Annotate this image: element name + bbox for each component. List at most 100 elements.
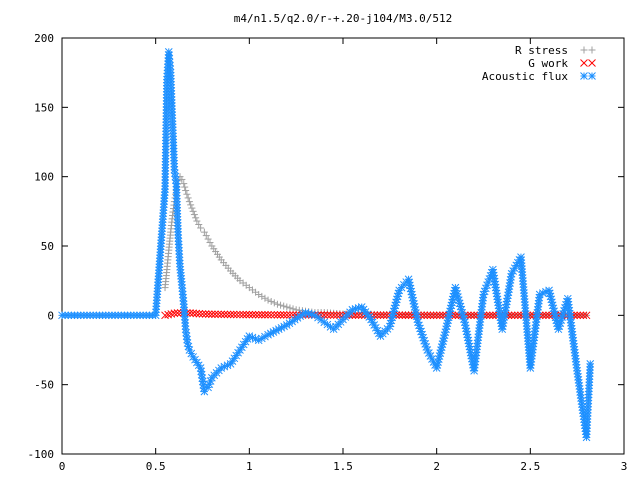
data-point-interp — [211, 310, 219, 319]
data-point-interp — [379, 311, 388, 320]
data-point-interp — [190, 211, 198, 219]
x-tick-label: 3 — [621, 460, 628, 473]
data-point — [198, 310, 207, 318]
data-point — [200, 387, 209, 396]
data-point-interp — [242, 310, 251, 319]
data-point-interp — [507, 272, 515, 281]
data-point-interp — [183, 190, 191, 198]
data-point — [178, 175, 186, 183]
data-point — [507, 311, 516, 320]
legend-marker — [588, 59, 596, 67]
data-point-interp — [418, 330, 426, 339]
data-point-interp — [542, 311, 550, 320]
data-point — [189, 207, 197, 215]
data-point-interp — [404, 311, 413, 320]
data-point-interp — [197, 370, 206, 379]
data-point-interp — [280, 302, 288, 310]
data-point-interp — [202, 232, 210, 240]
data-point-interp — [410, 299, 418, 308]
data-point-interp — [273, 310, 282, 319]
data-point-interp — [254, 310, 263, 319]
data-point-interp — [261, 310, 269, 319]
data-point-interp — [509, 267, 518, 275]
data-point — [264, 310, 272, 319]
data-point-interp — [510, 311, 519, 320]
data-point — [245, 310, 254, 319]
data-point — [193, 217, 201, 225]
data-point-interp — [323, 311, 332, 319]
data-point-interp — [289, 311, 297, 319]
data-point-interp — [270, 299, 278, 307]
data-point-interp — [270, 310, 279, 319]
data-point — [185, 198, 193, 206]
data-point-interp — [188, 204, 196, 212]
data-point-interp — [467, 311, 475, 320]
data-point-interp — [258, 292, 266, 300]
data-point — [395, 311, 404, 320]
data-point-interp — [429, 311, 438, 320]
legend-marker — [588, 46, 596, 54]
data-point-interp — [229, 310, 238, 319]
x-tick-label: 1 — [246, 460, 253, 473]
data-point-interp — [192, 309, 201, 318]
y-tick-label: 150 — [34, 101, 54, 114]
data-point-interp — [184, 194, 192, 202]
x-tick-label: 0.5 — [146, 460, 166, 473]
y-tick-label: 100 — [34, 171, 54, 184]
data-point-interp — [435, 311, 444, 320]
data-point-interp — [576, 311, 585, 320]
data-point-interp — [201, 310, 210, 318]
data-point-interp — [279, 311, 288, 319]
data-point-interp — [173, 309, 182, 317]
data-point-interp — [485, 311, 494, 320]
data-point-interp — [426, 311, 435, 320]
data-point-interp — [195, 221, 203, 229]
data-point — [226, 310, 235, 319]
data-point-interp — [370, 311, 379, 320]
data-point — [376, 311, 385, 320]
data-point-interp — [220, 310, 229, 319]
data-point — [282, 311, 291, 319]
x-tick-label: 1.5 — [333, 460, 353, 473]
data-point-interp — [192, 214, 200, 222]
data-point-interp — [195, 309, 204, 318]
data-point-interp — [217, 310, 226, 319]
data-point-interp — [461, 321, 470, 330]
data-point-interp — [547, 295, 556, 304]
series-acoustic-flux — [58, 48, 595, 442]
data-point — [197, 224, 205, 232]
data-point-interp — [223, 310, 232, 319]
plot-frame — [61, 37, 625, 455]
data-point-interp — [398, 311, 407, 320]
y-tick-label: 200 — [34, 32, 54, 45]
legend-label: G work — [528, 57, 568, 70]
y-tick-label: -100 — [28, 448, 55, 461]
legend-label: Acoustic flux — [482, 70, 568, 83]
data-point-interp — [276, 311, 285, 319]
data-point-interp — [440, 331, 449, 340]
data-point-interp — [232, 310, 241, 319]
axes: 0 0.5 1 1.5 2 2.5 3 -100 -50 0 50 100 150 200 — [28, 32, 628, 473]
data-point — [208, 310, 216, 319]
chart-title: m4/n1.5/q2.0/r-+.20-j104/M3.0/512 — [234, 12, 453, 25]
data-point-interp — [329, 311, 338, 319]
data-point — [182, 187, 190, 195]
data-point — [200, 228, 208, 236]
data-point-interp — [236, 310, 244, 319]
data-point-interp — [206, 239, 214, 247]
data-point-interp — [251, 310, 260, 319]
data-point — [470, 311, 478, 320]
data-point — [170, 309, 179, 318]
y-tick-label: 50 — [41, 240, 54, 253]
data-point-interp — [164, 310, 173, 319]
data-point-interp — [351, 311, 360, 320]
legend-marker — [588, 72, 596, 80]
legend-marker — [580, 72, 588, 80]
data-point-interp — [332, 311, 341, 319]
data-point-interp — [465, 339, 473, 348]
data-point-interp — [181, 183, 189, 191]
data-point — [582, 311, 591, 320]
data-point-interp — [286, 304, 294, 312]
